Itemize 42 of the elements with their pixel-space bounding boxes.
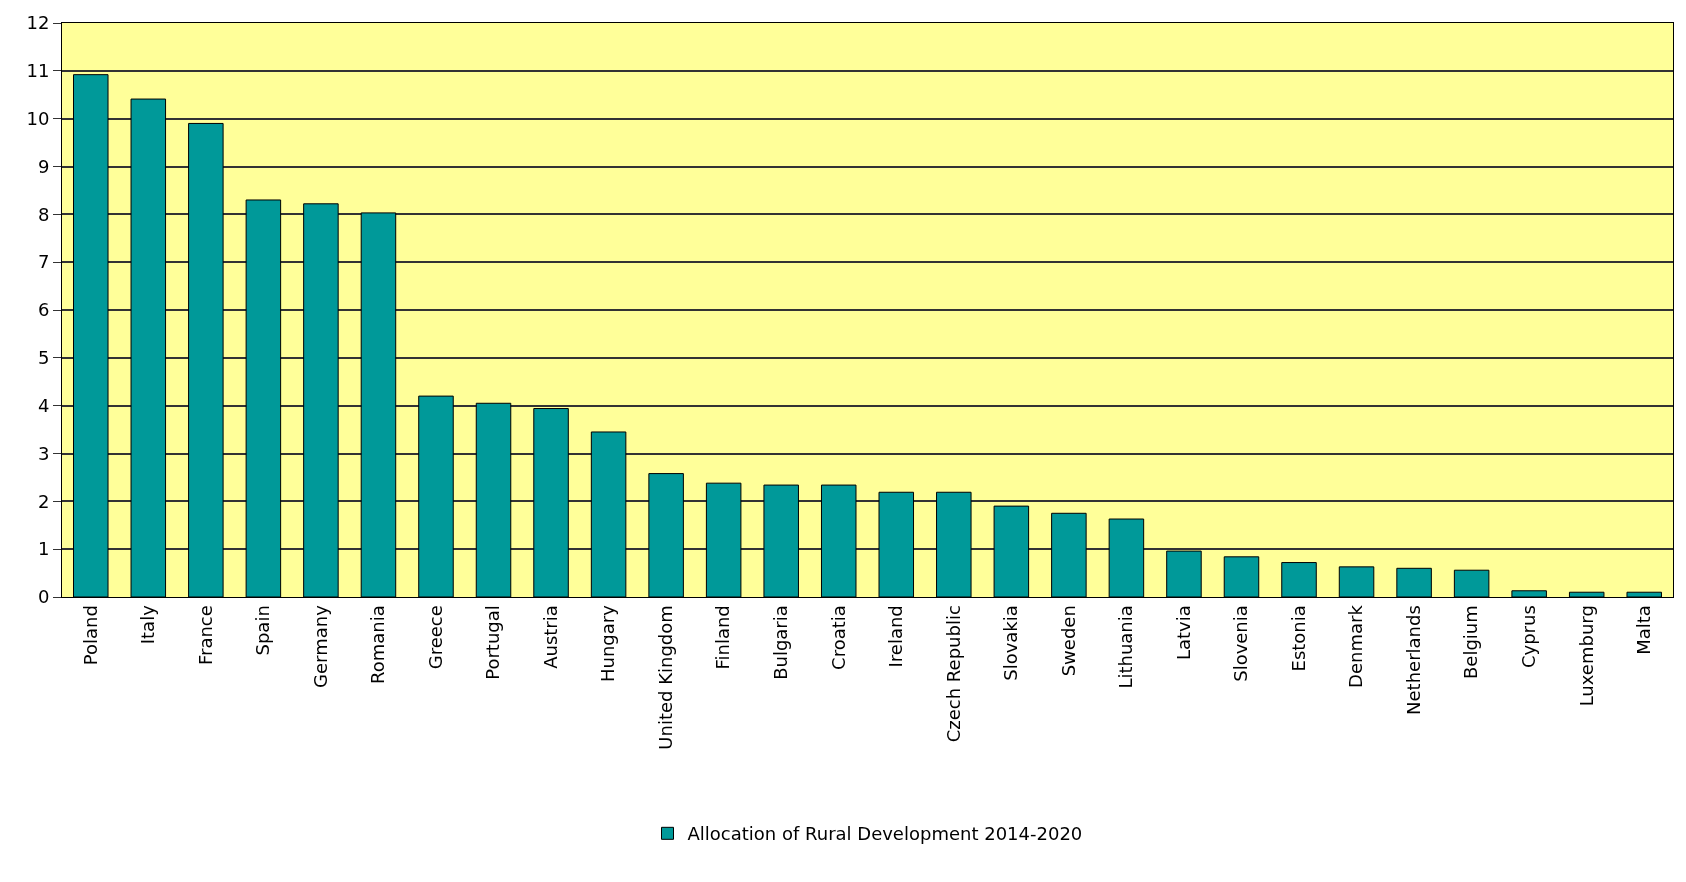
x-tick-label: Portugal <box>482 605 504 680</box>
y-tick-label: 8 <box>37 203 50 225</box>
x-tick-label: Slovakia <box>1000 605 1022 681</box>
y-tick-label: 11 <box>26 60 50 82</box>
x-tick-label: Netherlands <box>1402 605 1424 715</box>
x-tick-label: France <box>194 605 216 666</box>
x-tick-label: Latvia <box>1172 605 1194 661</box>
x-tick-label: Poland <box>79 605 101 666</box>
x-tick-label: Malta <box>1633 605 1655 655</box>
x-tick-label: Greece <box>424 605 446 670</box>
y-tick-label: 2 <box>37 490 50 512</box>
x-tick-label: Ireland <box>885 605 907 668</box>
x-tick-label: Spain <box>252 605 274 656</box>
x-tick-label: Bulgaria <box>770 605 792 680</box>
x-tick-label: Czech Republic <box>942 605 964 743</box>
x-tick-label: Finland <box>712 605 734 670</box>
x-tick-label: Lithuania <box>1115 605 1137 689</box>
y-tick-label: 5 <box>37 347 50 369</box>
x-tick-label: Sweden <box>1057 605 1079 677</box>
y-tick-label: 4 <box>37 394 50 416</box>
y-tick-label: 9 <box>37 155 50 177</box>
y-tick-label: 1 <box>37 538 50 560</box>
x-tick-label: Estonia <box>1287 605 1309 672</box>
x-tick-label: Germany <box>309 604 331 688</box>
legend-label: Allocation of Rural Development 2014-2020 <box>687 823 1083 845</box>
y-tick-label: 10 <box>26 107 50 129</box>
x-tick-label: Slovenia <box>1230 605 1252 682</box>
x-tick-label: Austria <box>539 605 561 669</box>
y-tick-label: 6 <box>37 299 50 321</box>
x-tick-label: Hungary <box>597 604 619 683</box>
x-tick-label: Croatia <box>827 605 849 670</box>
x-tick-label: Cyprus <box>1518 605 1540 669</box>
y-tick-label: 0 <box>37 586 50 608</box>
x-tick-label: Romania <box>367 605 389 684</box>
y-tick-label: 7 <box>37 251 50 273</box>
y-tick-label: 3 <box>37 442 50 464</box>
x-tick-label: Denmark <box>1345 604 1367 688</box>
x-tick-label: United Kingdom <box>654 605 676 750</box>
x-tick-label: Luxemburg <box>1575 605 1597 707</box>
x-tick-label: Italy <box>137 604 159 645</box>
x-tick-label: Belgium <box>1460 605 1482 679</box>
y-tick-label: 12 <box>26 12 50 34</box>
